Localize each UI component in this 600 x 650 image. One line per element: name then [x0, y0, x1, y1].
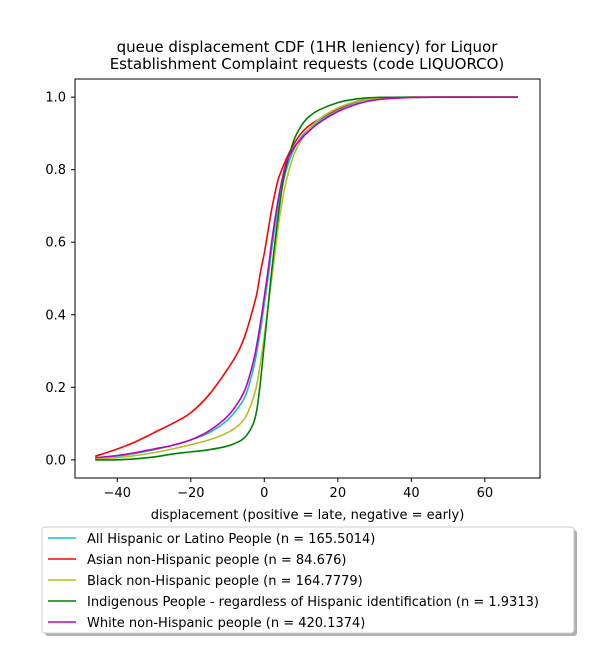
- x-axis-label: displacement (positive = late, negative …: [151, 508, 465, 523]
- series-line-3: [95, 96, 518, 461]
- chart-title: queue displacement CDF (1HR leniency) fo…: [110, 38, 505, 73]
- plot-frame: [74, 78, 541, 479]
- legend: All Hispanic or Latino People (n = 165.5…: [41, 526, 577, 636]
- y-axis: 0.0 0.2 0.4 0.6 0.8 1.0: [45, 91, 75, 468]
- legend-entry: All Hispanic or Latino People (n = 165.5…: [87, 532, 375, 547]
- legend-entry: Indigenous People - regardless of Hispan…: [87, 595, 539, 610]
- x-tick-label: 60: [477, 486, 494, 501]
- chart-title-line: queue displacement CDF (1HR leniency) fo…: [117, 38, 499, 56]
- series-lines: [94, 96, 518, 461]
- y-tick-label: 0.4: [45, 308, 66, 323]
- y-tick-label: 1.0: [45, 91, 66, 106]
- x-tick-label: −40: [104, 486, 131, 501]
- x-tick-label: 0: [260, 486, 268, 501]
- series-line-2: [95, 96, 518, 460]
- x-tick-label: 20: [330, 486, 347, 501]
- legend-entry: White non-Hispanic people (n = 420.1374): [87, 616, 365, 631]
- y-tick-label: 0.2: [45, 381, 66, 396]
- legend-entry: Asian non-Hispanic people (n = 84.676): [87, 553, 346, 568]
- legend-entry: Black non-Hispanic people (n = 164.7779): [87, 574, 363, 589]
- y-tick-label: 0.0: [45, 453, 66, 468]
- y-tick-label: 0.6: [45, 236, 66, 251]
- legend-box: [41, 526, 575, 634]
- x-axis: −40 −20 0 20 40 60: [104, 478, 494, 501]
- y-tick-label: 0.8: [45, 163, 66, 178]
- chart-title-line: Establishment Complaint requests (code L…: [110, 55, 505, 73]
- x-tick-label: −20: [177, 486, 204, 501]
- series-line-0: [95, 96, 518, 459]
- series-line-4: [95, 96, 518, 459]
- x-tick-label: 40: [403, 486, 420, 501]
- series-line-1: [94, 96, 518, 457]
